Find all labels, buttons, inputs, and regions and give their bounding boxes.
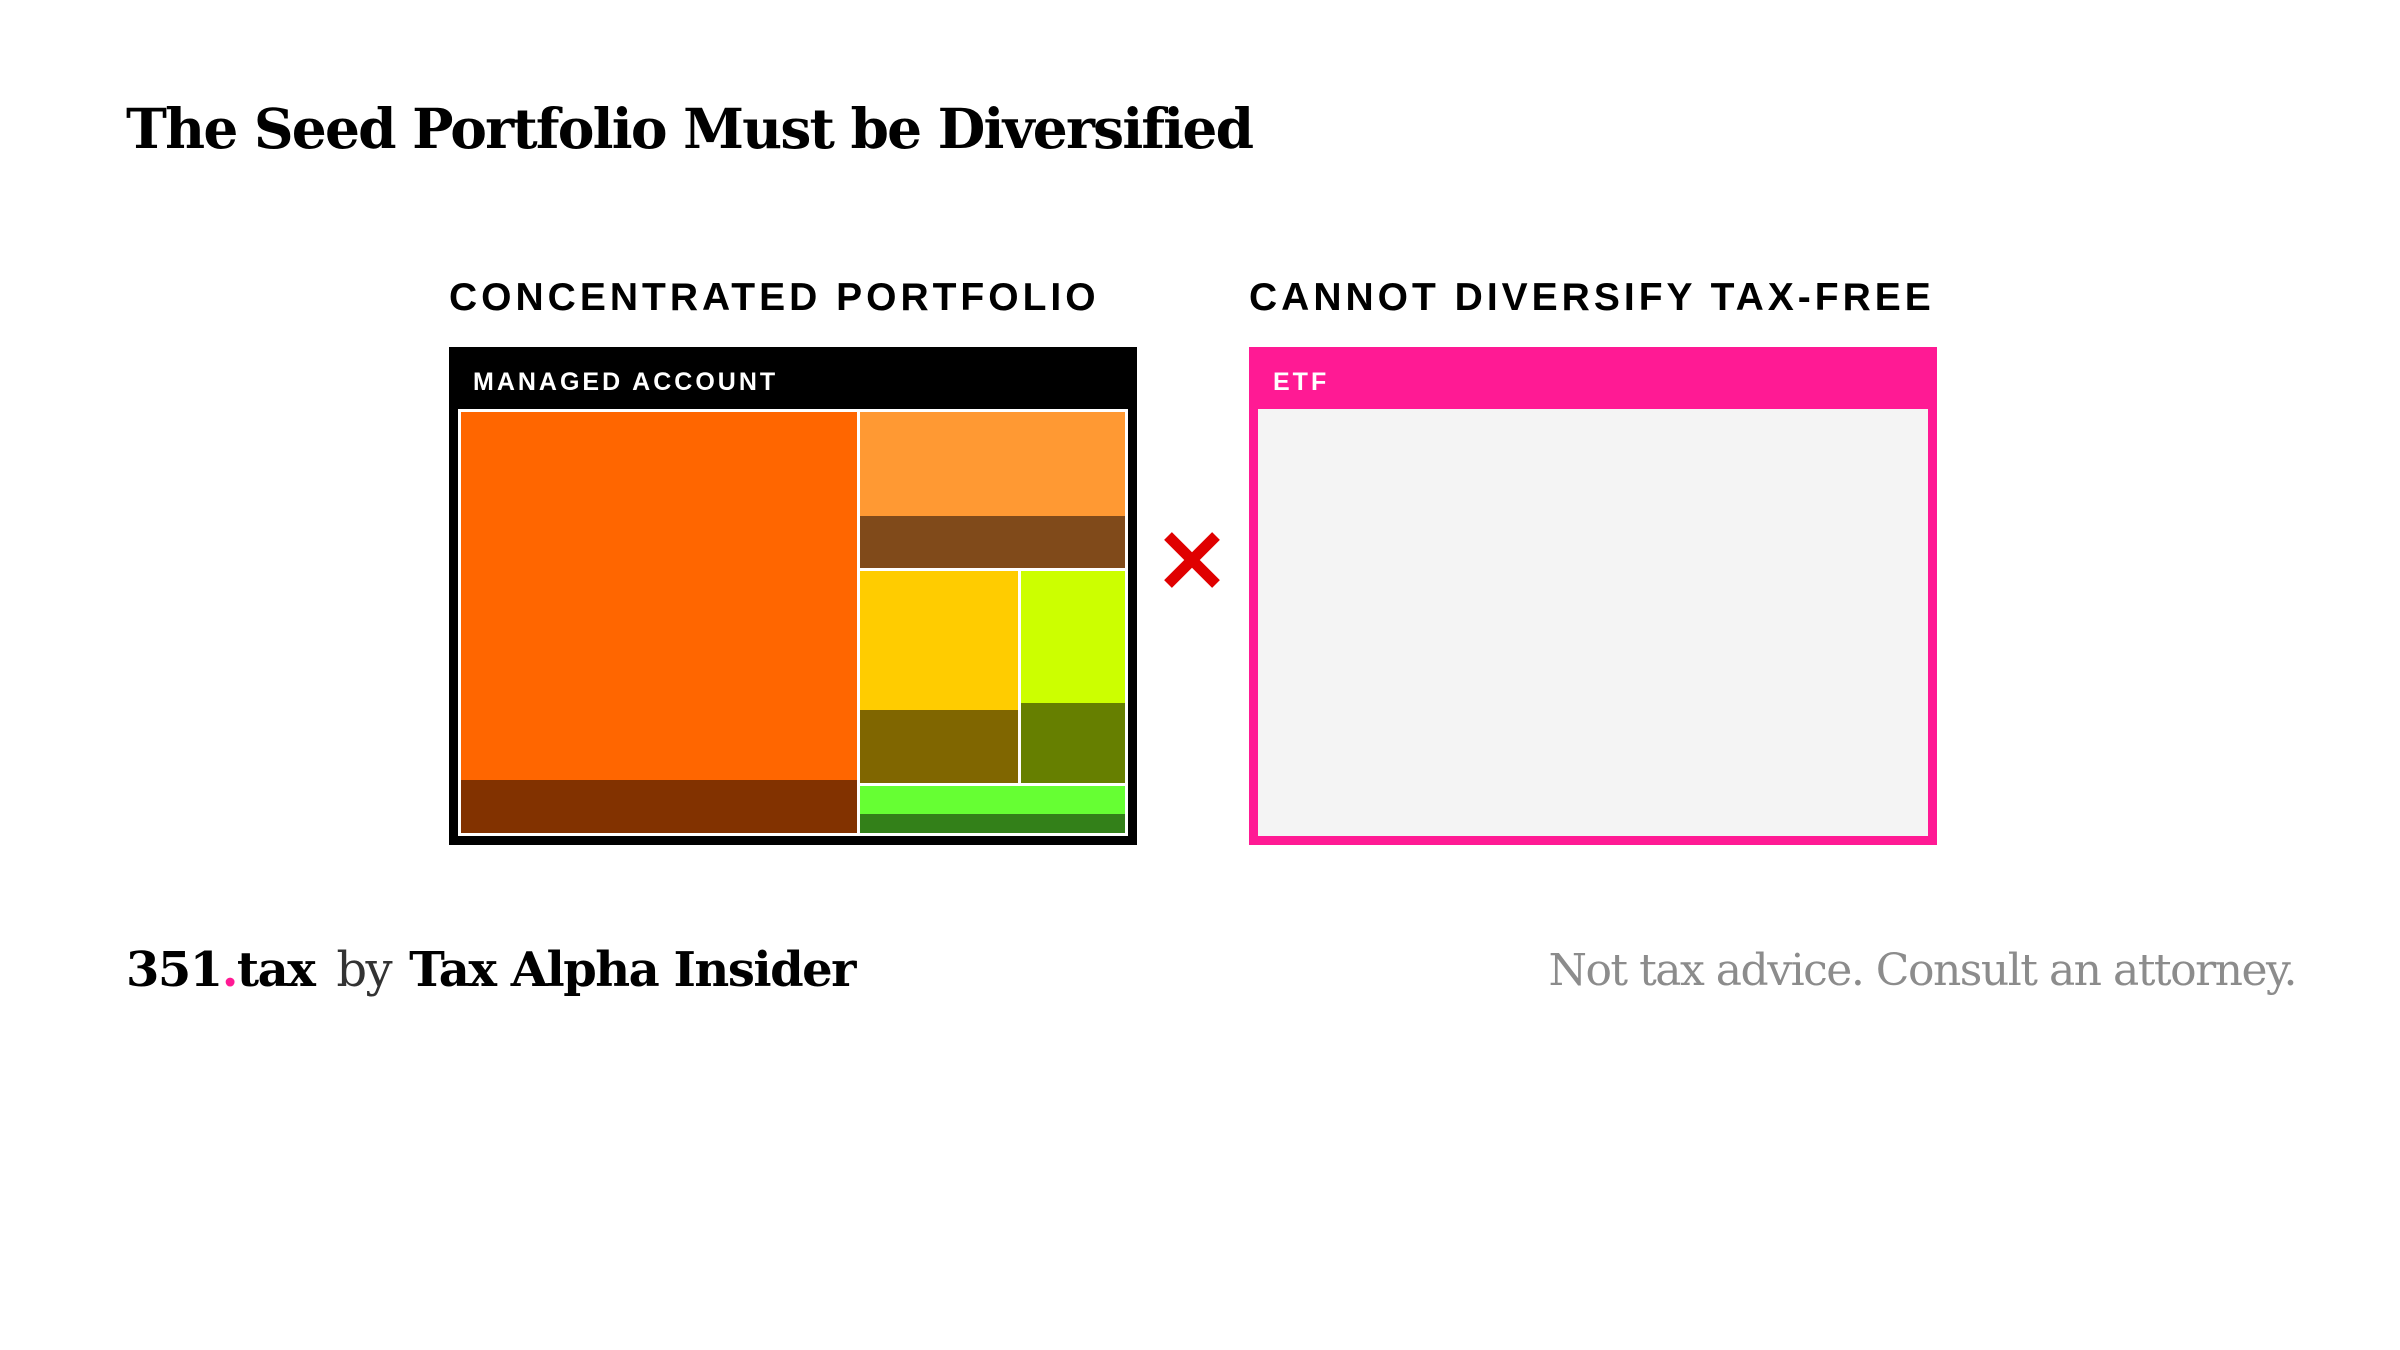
disclaimer-text: Not tax advice. Consult an attorney. bbox=[1548, 945, 2297, 996]
holding-tile-3 bbox=[857, 568, 1021, 786]
holding-tile-5-shade bbox=[860, 814, 1125, 833]
holding-tile-4-top bbox=[1021, 571, 1125, 703]
brand-by: by bbox=[336, 942, 392, 998]
managed-account-panel: MANAGED ACCOUNT bbox=[449, 347, 1137, 845]
managed-account-label: MANAGED ACCOUNT bbox=[473, 368, 779, 396]
brand-dot: . bbox=[221, 942, 239, 998]
red-x-stroke-2 bbox=[1164, 532, 1220, 588]
cannot-diversify-heading: CANNOT DIVERSIFY TAX-FREE bbox=[1249, 276, 1935, 319]
holding-tile-4-shade bbox=[1021, 703, 1125, 783]
red-x-icon bbox=[1164, 532, 1220, 588]
concentrated-portfolio-heading: CONCENTRATED PORTFOLIO bbox=[449, 276, 1100, 319]
holding-tile-3-shade bbox=[860, 710, 1018, 783]
slide-title: The Seed Portfolio Must be Diversified bbox=[126, 96, 1254, 161]
etf-label: ETF bbox=[1258, 356, 1928, 409]
holding-tile-5-top bbox=[860, 786, 1125, 814]
brand-publisher: Tax Alpha Insider bbox=[409, 942, 856, 998]
holding-tile-1-shade bbox=[461, 780, 857, 833]
brand-suffix: tax bbox=[236, 942, 316, 998]
etf-panel: ETF bbox=[1249, 347, 1937, 845]
holding-tile-2 bbox=[857, 409, 1128, 571]
brand-attribution: 351.tax by Tax Alpha Insider bbox=[126, 942, 856, 998]
holding-tile-1-top bbox=[461, 412, 857, 780]
holding-tile-4 bbox=[1018, 568, 1128, 786]
holding-tile-5 bbox=[857, 783, 1128, 836]
holding-tile-2-top bbox=[860, 412, 1125, 516]
holding-tile-3-top bbox=[860, 571, 1018, 710]
holdings-treemap bbox=[458, 409, 1128, 836]
brand-number: 351 bbox=[126, 942, 223, 998]
holding-tile-1 bbox=[458, 409, 860, 836]
holding-tile-2-shade bbox=[860, 516, 1125, 568]
